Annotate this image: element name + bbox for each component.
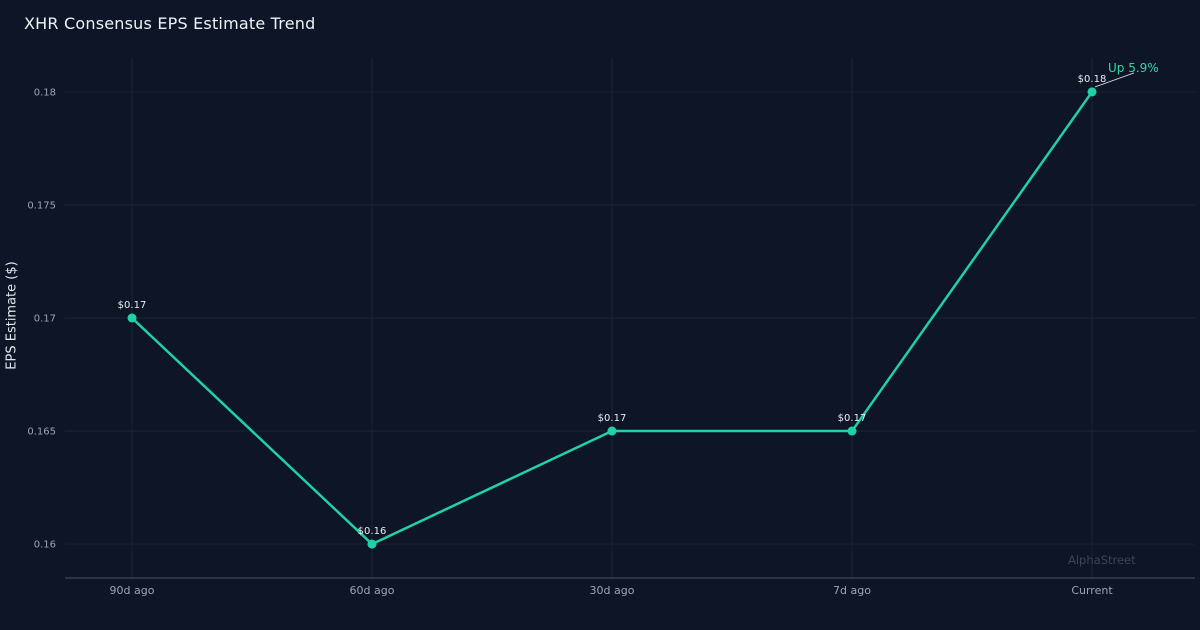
x-tick-label: 60d ago bbox=[350, 584, 395, 597]
point-label: $0.18 bbox=[1078, 74, 1107, 85]
change-annotation: Up 5.9% bbox=[1108, 61, 1159, 75]
y-tick-label: 0.17 bbox=[34, 314, 56, 325]
point-label: $0.16 bbox=[358, 526, 387, 537]
point-label: $0.17 bbox=[118, 300, 147, 311]
data-point bbox=[847, 426, 857, 436]
annotation-connector-line bbox=[1094, 72, 1135, 88]
data-point bbox=[1087, 87, 1097, 97]
data-point bbox=[127, 313, 137, 323]
y-tick-label: 0.175 bbox=[27, 200, 56, 211]
y-tick-label: 0.165 bbox=[27, 427, 56, 438]
x-tick-label: 30d ago bbox=[590, 584, 635, 597]
watermark: AlphaStreet bbox=[1068, 553, 1136, 567]
data-point bbox=[367, 539, 377, 549]
x-tick-label: 90d ago bbox=[110, 584, 155, 597]
x-tick-label: 7d ago bbox=[833, 584, 871, 597]
data-point bbox=[607, 426, 617, 436]
point-label: $0.17 bbox=[838, 413, 867, 424]
point-label: $0.17 bbox=[598, 413, 627, 424]
y-tick-label: 0.18 bbox=[34, 87, 56, 98]
y-tick-label: 0.16 bbox=[34, 540, 56, 551]
x-tick-label: Current bbox=[1071, 584, 1113, 597]
chart-title: XHR Consensus EPS Estimate Trend bbox=[24, 14, 316, 33]
